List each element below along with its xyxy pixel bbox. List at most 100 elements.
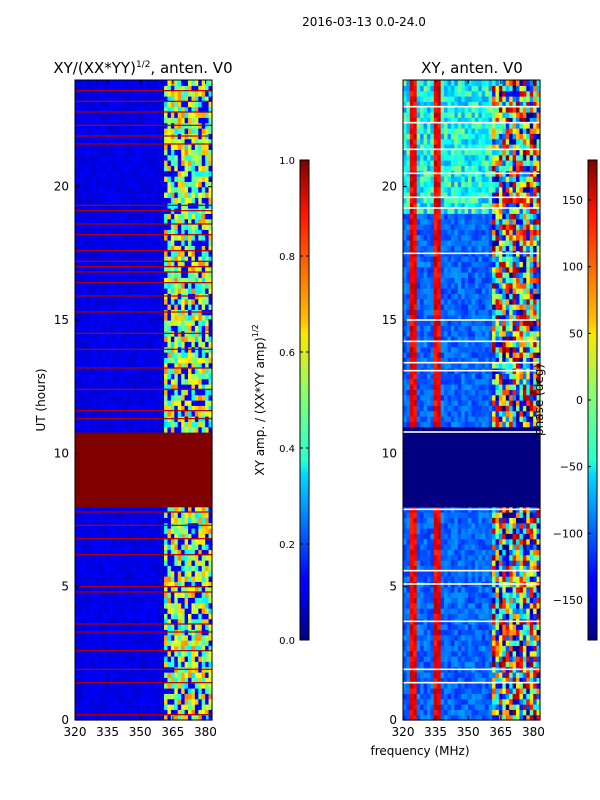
- amplitude-heatmap-cell: [109, 464, 114, 470]
- amplitude-heatmap-cell: [170, 277, 175, 284]
- amplitude-heatmap-cell: [105, 378, 110, 385]
- amplitude-heatmap-cell: [177, 336, 182, 342]
- amplitude-heatmap-cell: [98, 186, 103, 193]
- amplitude-heatmap-cell: [129, 677, 134, 684]
- amplitude-heatmap-cell: [157, 464, 162, 470]
- amplitude-heatmap-cell: [133, 400, 138, 406]
- amplitude-heatmap-cell: [136, 682, 141, 689]
- amplitude-heatmap-cell: [164, 149, 169, 156]
- amplitude-heatmap-cell: [136, 554, 141, 561]
- phase-heatmap-cell: [403, 709, 408, 716]
- amplitude-heatmap-cell: [126, 437, 131, 444]
- amplitude-heatmap-cell: [78, 154, 83, 161]
- amplitude-heatmap-cell: [126, 698, 131, 705]
- amplitude-heatmap-cell: [78, 432, 83, 438]
- amplitude-heatmap-cell: [112, 394, 117, 401]
- flagged-row-line: [75, 271, 212, 273]
- amplitude-heatmap-cell: [109, 304, 114, 310]
- amplitude-heatmap-cell: [164, 362, 169, 369]
- amplitude-heatmap-cell: [75, 442, 80, 449]
- amplitude-heatmap-cell: [191, 186, 196, 193]
- amplitude-heatmap-cell: [105, 656, 110, 662]
- amplitude-heatmap-cell: [205, 368, 210, 374]
- amplitude-heatmap-cell: [201, 426, 206, 433]
- amplitude-heatmap-cell: [78, 485, 83, 492]
- amplitude-heatmap-cell: [184, 314, 189, 321]
- amplitude-heatmap-cell: [181, 336, 186, 342]
- amplitude-heatmap-cell: [188, 160, 193, 166]
- amplitude-heatmap-cell: [198, 362, 203, 369]
- amplitude-heatmap-cell: [133, 693, 138, 700]
- amplitude-heatmap-cell: [116, 485, 121, 492]
- amplitude-heatmap-cell: [116, 245, 121, 252]
- amplitude-heatmap-cell: [85, 80, 90, 86]
- amplitude-heatmap-cell: [188, 96, 193, 102]
- amplitude-heatmap-cell: [75, 677, 80, 684]
- amplitude-heatmap-cell: [167, 656, 172, 662]
- amplitude-heatmap-cell: [205, 384, 210, 390]
- amplitude-heatmap-cell: [85, 576, 90, 582]
- amplitude-heatmap-cell: [75, 533, 80, 540]
- amplitude-heatmap-cell: [205, 560, 210, 566]
- amplitude-heatmap-cell: [81, 480, 86, 486]
- amplitude-heatmap-cell: [112, 496, 117, 502]
- amplitude-heatmap-cell: [88, 288, 93, 294]
- amplitude-heatmap-cell: [105, 250, 110, 257]
- amplitude-heatmap-cell: [201, 378, 206, 385]
- amplitude-heatmap-cell: [116, 490, 121, 497]
- amplitude-heatmap-cell: [129, 373, 134, 380]
- amplitude-heatmap-cell: [150, 368, 155, 374]
- amplitude-heatmap-cell: [75, 96, 80, 102]
- amplitude-heatmap-cell: [122, 592, 127, 598]
- amplitude-heatmap-cell: [160, 560, 165, 566]
- amplitude-heatmap-cell: [157, 602, 162, 609]
- amplitude-heatmap-cell: [170, 282, 175, 289]
- amplitude-heatmap-cell: [201, 224, 206, 230]
- amplitude-heatmap-cell: [191, 149, 196, 156]
- amplitude-heatmap-cell: [174, 549, 179, 556]
- amplitude-heatmap-cell: [122, 426, 127, 433]
- amplitude-heatmap-cell: [116, 362, 121, 369]
- amplitude-heatmap-cell: [140, 272, 145, 278]
- amplitude-heatmap-cell: [181, 458, 186, 465]
- amplitude-heatmap-cell: [205, 421, 210, 428]
- amplitude-heatmap-cell: [102, 341, 107, 348]
- amplitude-heatmap-cell: [191, 528, 196, 534]
- amplitude-heatmap-cell: [143, 576, 148, 582]
- amplitude-heatmap-cell: [198, 325, 203, 332]
- amplitude-heatmap-cell: [191, 352, 196, 358]
- amplitude-heatmap-cell: [133, 586, 138, 593]
- amplitude-heatmap-cell: [105, 304, 110, 310]
- amplitude-heatmap-cell: [194, 554, 199, 561]
- amplitude-heatmap-cell: [122, 640, 127, 646]
- amplitude-heatmap-cell: [92, 224, 97, 230]
- amplitude-heatmap-cell: [98, 570, 103, 577]
- amplitude-heatmap-cell: [208, 186, 213, 193]
- amplitude-heatmap-cell: [88, 394, 93, 401]
- amplitude-heatmap-cell: [184, 517, 189, 524]
- amplitude-heatmap-cell: [136, 245, 141, 252]
- amplitude-heatmap-cell: [143, 592, 148, 598]
- amplitude-heatmap-cell: [160, 325, 165, 332]
- amplitude-heatmap-cell: [177, 128, 182, 134]
- amplitude-heatmap-cell: [205, 512, 210, 518]
- amplitude-heatmap-cell: [153, 506, 158, 513]
- amplitude-heatmap-cell: [119, 565, 124, 572]
- amplitude-heatmap-cell: [126, 245, 131, 252]
- amplitude-heatmap-cell: [153, 421, 158, 428]
- amplitude-heatmap-cell: [78, 373, 83, 380]
- amplitude-heatmap-cell: [146, 661, 151, 668]
- amplitude-heatmap-cell: [146, 624, 151, 630]
- amplitude-colorbar-label-sup: 1/2: [251, 324, 260, 337]
- amplitude-heatmap-cell: [119, 656, 124, 662]
- amplitude-heatmap-cell: [78, 320, 83, 326]
- amplitude-heatmap-cell: [170, 197, 175, 204]
- amplitude-heatmap-cell: [129, 474, 134, 481]
- amplitude-heatmap-cell: [88, 704, 93, 710]
- amplitude-heatmap-cell: [157, 320, 162, 326]
- amplitude-heatmap-cell: [150, 565, 155, 572]
- amplitude-heatmap-cell: [153, 602, 158, 609]
- phase-heatmap-cell: [430, 704, 435, 710]
- amplitude-heatmap-cell: [126, 704, 131, 710]
